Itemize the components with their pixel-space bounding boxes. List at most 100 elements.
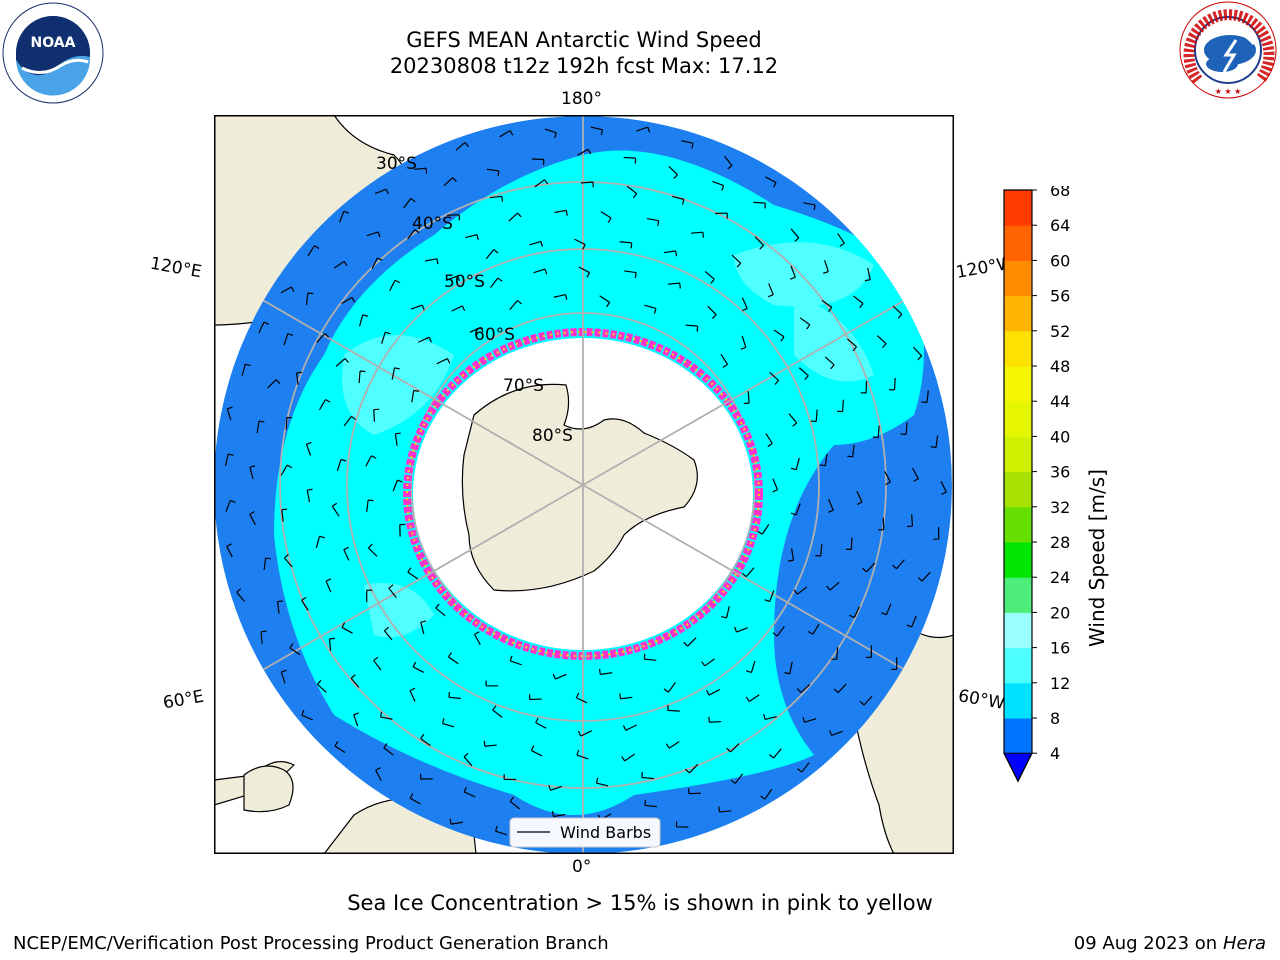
lon-label-upper-left: 120°E	[148, 253, 204, 283]
wind-barb	[353, 712, 360, 727]
wind-barb	[600, 211, 612, 223]
colorbar-cell	[1004, 330, 1032, 367]
wind-barb	[912, 346, 923, 361]
wind-barb	[824, 356, 835, 370]
wind-barb	[486, 168, 500, 177]
legend-label: Wind Barbs	[560, 823, 651, 842]
wind-barb	[333, 260, 348, 269]
wind-barb	[598, 668, 613, 675]
colorbar-cell	[1004, 401, 1032, 437]
wind-barb	[335, 358, 349, 367]
wind-barb	[283, 553, 293, 568]
wind-barb	[499, 130, 514, 138]
chart-subtitle: 20230808 t12z 192h fcst Max: 17.12	[389, 54, 779, 78]
wind-barb	[528, 694, 542, 701]
wind-barb	[574, 238, 586, 250]
wind-barb	[373, 408, 380, 422]
wind-barb	[643, 653, 657, 661]
wind-barb	[391, 367, 400, 380]
wind-barb	[741, 567, 755, 578]
wind-barb	[530, 745, 543, 757]
wind-barb	[509, 796, 520, 810]
wind-barb	[891, 657, 898, 671]
colorbar-cell	[1004, 718, 1032, 754]
wind-barb	[788, 548, 795, 562]
wind-barb	[889, 377, 896, 391]
polar-map: 30°S 40°S 50°S 60°S 70°S 80°S Wind Barbs	[214, 115, 954, 854]
wind-barb	[865, 645, 873, 658]
wind-barb	[463, 786, 476, 798]
wind-barb	[900, 422, 908, 436]
wind-barb	[301, 596, 309, 611]
wind-barb	[388, 584, 397, 598]
lon-label-lower-right: 60°W	[956, 686, 1007, 714]
wind-barb	[331, 502, 340, 517]
wind-barb	[316, 333, 330, 343]
wind-barb	[641, 771, 654, 780]
colorbar-tick-label: 44	[1050, 392, 1070, 411]
wind-barb	[884, 471, 891, 486]
wind-barb	[790, 228, 800, 242]
lat-label-80: 80°S	[532, 426, 573, 446]
noaa-logo: NOAA	[2, 2, 104, 104]
colorbar-outline	[1003, 189, 1033, 783]
nws-logo: ★ ★ ★	[1179, 1, 1277, 99]
colorbar-cell	[1004, 647, 1032, 684]
wind-barb	[847, 444, 855, 458]
wind-barb	[544, 128, 557, 139]
longitude-grid	[214, 116, 952, 854]
wind-barb	[672, 195, 685, 205]
wind-barb	[688, 788, 701, 795]
wind-barb	[403, 197, 416, 209]
wind-barb	[367, 543, 378, 557]
wind-barb	[772, 625, 785, 637]
wind-barb	[741, 297, 748, 312]
wind-barb	[772, 478, 779, 493]
noaa-wordmark: NOAA	[31, 35, 76, 51]
wind-barb	[644, 304, 657, 314]
wind-barb	[892, 305, 903, 319]
wind-barb	[552, 673, 567, 680]
wind-barb	[878, 517, 885, 531]
wind-barb	[892, 559, 905, 570]
wind-barb	[763, 713, 777, 720]
wind-barb	[343, 546, 350, 561]
wind-barb	[797, 762, 810, 773]
wind-barb	[793, 586, 808, 595]
wind-barb	[328, 637, 335, 651]
wind-barb	[646, 217, 660, 227]
wind-barb	[675, 821, 689, 828]
wind-barb	[595, 777, 609, 787]
colorbar-tick-label: 64	[1050, 216, 1070, 235]
wind-barb	[743, 391, 750, 405]
wind-barb	[225, 499, 236, 512]
wind-barb	[807, 623, 820, 635]
wind-barb	[449, 818, 463, 825]
lat-label-70: 70°S	[503, 376, 544, 396]
wind-barb	[619, 241, 633, 249]
wind-barb	[740, 335, 747, 350]
wind-barb	[503, 774, 517, 781]
colorbar-tick-label: 32	[1050, 498, 1070, 517]
colorbar-tick-label: 28	[1050, 533, 1070, 552]
sea-ice-core	[406, 331, 760, 657]
lat-label-60: 60°S	[474, 325, 515, 345]
wind-barb	[258, 321, 270, 334]
wind-barb	[757, 523, 770, 535]
wind-barb	[339, 210, 350, 223]
wind-barb	[860, 381, 868, 394]
wind-barb	[578, 266, 591, 278]
wind-barb	[940, 481, 947, 495]
colorbar-tick-label: 52	[1050, 322, 1070, 341]
wind-barb	[906, 514, 914, 528]
colorbar-tick-label: 40	[1050, 427, 1070, 446]
wind-barb	[681, 140, 694, 149]
wind-barb	[358, 370, 366, 384]
wind-barb	[856, 491, 863, 505]
wind-barb	[685, 324, 699, 332]
colorbar-tick-label: 48	[1050, 357, 1070, 376]
wind-barb	[667, 704, 680, 712]
wind-barb	[465, 234, 479, 241]
wind-barb	[862, 562, 876, 573]
wind-barb	[469, 326, 484, 333]
